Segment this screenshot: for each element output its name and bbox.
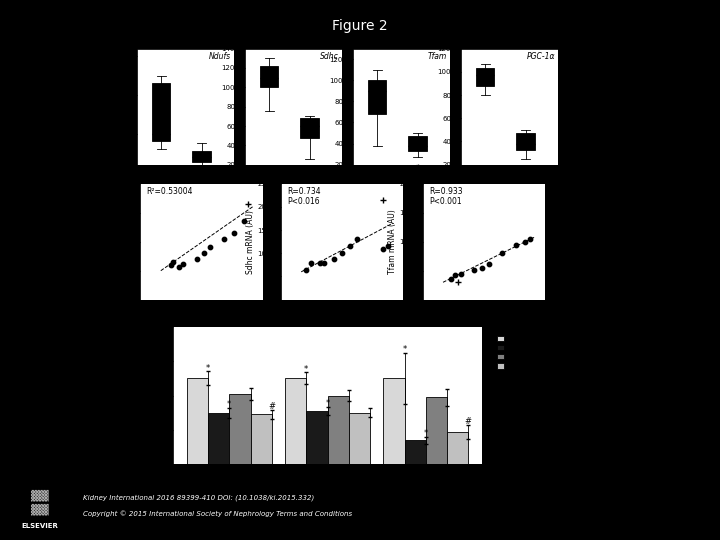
Point [166,260,177,269]
X-axis label: PGC-1α mRNA (AU): PGC-1α mRNA (AU) [305,318,379,327]
Text: R=0.933
P<0.001: R=0.933 P<0.001 [429,187,462,206]
Point [336,249,348,258]
Bar [349,413,370,464]
PathPatch shape [300,118,319,138]
Bar [285,379,306,464]
Point [344,242,356,251]
Point [449,271,461,280]
Bar [251,415,272,464]
Text: #: # [269,402,275,411]
PathPatch shape [152,83,170,141]
Point [456,269,467,278]
Point [167,258,179,266]
Text: *: * [423,429,428,438]
PathPatch shape [516,133,535,150]
PathPatch shape [368,80,386,114]
Point [242,200,253,208]
Text: c: c [158,316,166,329]
X-axis label: PGC-1α mRNA (AU): PGC-1α mRNA (AU) [165,318,238,327]
Text: *: * [228,400,232,409]
Point [377,195,389,204]
PathPatch shape [192,151,211,163]
Text: Tfam: Tfam [428,52,447,61]
Point [377,244,389,253]
Text: Figure 2: Figure 2 [332,19,388,33]
Bar [447,431,468,464]
Point [314,258,325,267]
Bar [328,395,349,464]
Y-axis label: Ndufs mRNA (AU): Ndufs mRNA (AU) [105,208,114,275]
Text: R=0.734
P<0.016: R=0.734 P<0.016 [287,187,320,206]
Text: *: * [199,173,204,182]
Point [174,262,185,271]
Point [446,275,457,284]
Text: ELSEVIER: ELSEVIER [21,523,58,529]
Text: *: * [206,363,210,373]
Point [524,234,536,243]
Text: *: * [305,366,308,374]
PathPatch shape [476,69,494,86]
Point [239,217,251,226]
Point [198,249,210,258]
Text: a: a [128,30,137,43]
Text: Ndufs: Ndufs [209,52,231,61]
Point [453,278,464,287]
Point [318,259,330,268]
Text: *: * [415,164,420,173]
Text: *: * [325,399,330,408]
PathPatch shape [408,136,427,151]
Text: ▓▓▓
▓▓▓: ▓▓▓ ▓▓▓ [31,490,48,515]
X-axis label: PGC-1α mRNA (AU): PGC-1α mRNA (AU) [447,318,521,327]
Point [483,259,495,268]
Text: *: * [402,345,407,354]
Text: Copyright © 2015 International Society of Nephrology Terms and Conditions: Copyright © 2015 International Society o… [83,510,352,517]
Text: b: b [128,170,137,183]
Bar [208,413,230,464]
Point [519,237,531,246]
Point [300,265,312,274]
Bar [426,397,447,464]
Text: PGC-1α: PGC-1α [526,52,555,61]
Bar [405,440,426,464]
Point [510,240,522,249]
Y-axis label: % mRNA levels: % mRNA levels [137,367,145,424]
Point [382,242,394,251]
Bar [230,394,251,464]
Point [191,255,202,264]
Bar [383,379,405,464]
Point [218,234,230,243]
Legend: Control, AKI, AKI+anti-TWEAK, AKI-IgG control: Control, AKI, AKI+anti-TWEAK, AKI-IgG co… [497,335,564,369]
Text: R²=0.53004: R²=0.53004 [147,187,193,196]
Text: *: * [307,166,312,175]
Y-axis label: Sdhc mRNA (AU): Sdhc mRNA (AU) [246,210,255,274]
PathPatch shape [260,66,278,87]
Bar [187,379,208,464]
Point [468,265,480,274]
Point [497,249,508,258]
Text: *: * [523,166,528,175]
Point [177,259,189,268]
Bar [306,411,328,464]
Point [328,254,340,263]
Text: Kidney International 2016 89399-410 DOI: (10.1038/ki.2015.332): Kidney International 2016 89399-410 DOI:… [83,494,314,501]
Y-axis label: Tfam mRNA (AU): Tfam mRNA (AU) [387,210,397,274]
Text: Sdhc: Sdhc [320,52,339,61]
Point [476,264,487,272]
Text: #: # [465,417,472,426]
Point [228,228,240,237]
Point [306,259,318,268]
Point [204,243,215,252]
Y-axis label: Relative mRNA
expression: Relative mRNA expression [98,81,111,132]
Point [351,235,363,244]
